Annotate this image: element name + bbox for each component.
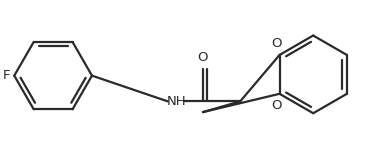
Text: F: F	[3, 69, 10, 82]
Text: O: O	[271, 99, 282, 112]
Text: NH: NH	[167, 95, 186, 108]
Text: O: O	[197, 51, 208, 64]
Text: O: O	[271, 37, 282, 50]
